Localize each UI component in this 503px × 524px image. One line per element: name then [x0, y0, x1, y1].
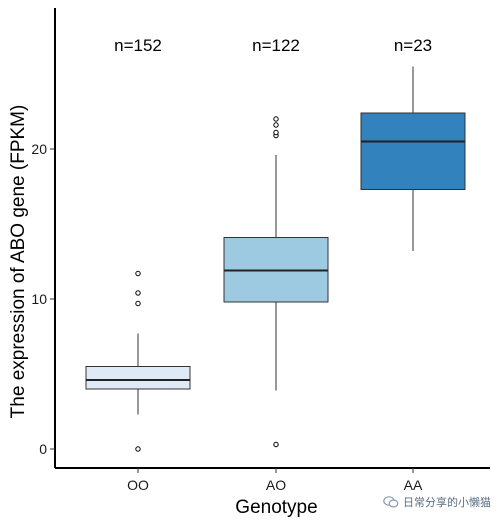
box-body [360, 112, 466, 190]
watermark-text: 日常分享的小懒猫 [403, 497, 491, 509]
x-ticks: OO AO AA [127, 468, 423, 493]
watermark: 日常分享的小懒猫 [383, 494, 491, 510]
x-axis-title: Genotype [235, 497, 317, 518]
n-label-oo: n=152 [114, 36, 162, 55]
outlier-point [273, 122, 279, 128]
outlier-point [135, 290, 141, 296]
x-tick-label: AO [266, 477, 286, 493]
y-axis-title: The expression of ABO gene (FPKM) [8, 105, 29, 419]
x-tick-label: AA [404, 477, 423, 493]
y-ticks: 0 10 20 [31, 141, 55, 457]
y-tick-label: 0 [39, 441, 47, 457]
y-tick-label: 20 [31, 141, 47, 157]
y-tick-label: 10 [31, 291, 47, 307]
n-label-ao: n=122 [252, 36, 300, 55]
x-tick-label: OO [127, 477, 149, 493]
boxes [85, 66, 466, 452]
outlier-point [273, 116, 279, 122]
box-ao [223, 116, 329, 448]
n-label-aa: n=23 [394, 36, 432, 55]
box-body [85, 366, 191, 390]
wechat-icon [383, 496, 399, 508]
sample-size-labels: n=152 n=122 n=23 [114, 36, 432, 55]
outlier-point [135, 446, 141, 452]
axes [54, 8, 490, 469]
outlier-point [273, 129, 279, 136]
outlier-point [135, 270, 141, 277]
box-oo [85, 270, 191, 452]
outlier-point [135, 300, 141, 307]
box-aa [360, 66, 466, 251]
outlier-point [273, 441, 279, 448]
